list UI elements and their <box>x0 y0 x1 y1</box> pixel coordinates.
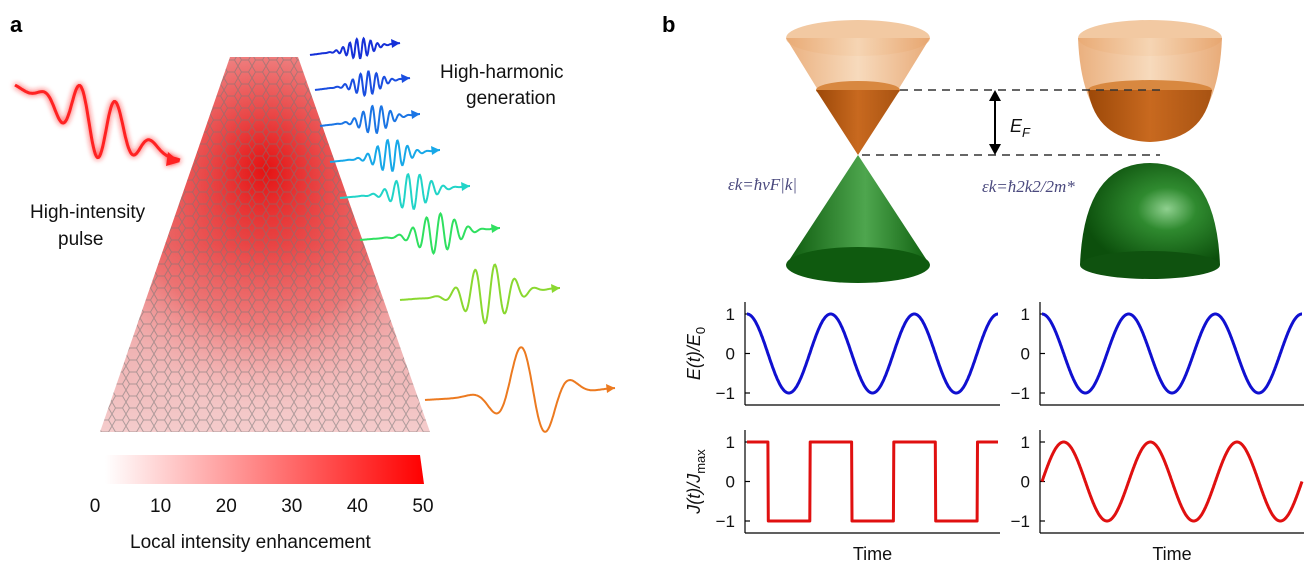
parabolic-dispersion-formula: εk=ħ2k2/2m* <box>982 177 1075 196</box>
harmonic-arrowhead <box>391 39 400 48</box>
harmonic-pulse <box>329 138 440 172</box>
pulse-label-line1: High-intensity <box>30 202 146 223</box>
parabolic-band-lower <box>1080 163 1220 279</box>
y-tick-label: 1 <box>1021 433 1030 452</box>
series-line <box>745 312 1000 395</box>
hhg-label-line1: High-harmonic <box>440 62 564 83</box>
panel-a-label: a <box>10 12 23 37</box>
colorbar-tick-label: 20 <box>216 496 237 517</box>
colorbar-ticks: 0 10 20 30 40 50 <box>90 496 434 517</box>
series-line <box>1040 440 1304 523</box>
colorbar-label: Local intensity enhancement <box>130 532 372 553</box>
harmonic-arrowhead <box>551 284 560 293</box>
harmonic-arrowhead <box>411 110 420 119</box>
parabolic-band-upper <box>1078 20 1222 142</box>
y-tick-label: 0 <box>726 473 735 492</box>
pulse-label-line2: pulse <box>58 229 103 250</box>
y-tick-label: 1 <box>726 433 735 452</box>
fermi-lines <box>862 89 1160 156</box>
x-axis-label: Time <box>853 544 892 564</box>
pulse-waveform <box>14 83 181 166</box>
y-tick-label: −1 <box>1011 384 1030 403</box>
y-tick-label: −1 <box>1011 512 1030 531</box>
harmonic-arrowhead <box>401 74 410 83</box>
fermi-energy-label: EF <box>1010 116 1031 140</box>
series-line <box>745 440 1000 523</box>
harmonic-pulse <box>424 346 616 433</box>
harmonic-pulse <box>309 36 401 60</box>
colorbar-tick-label: 10 <box>150 496 171 517</box>
x-axis-label: Time <box>1152 544 1191 564</box>
field-current-plots: 1 0 −1 E(t)/E0 1 0 −1 1 0 −1 Time J(t)/Jmax 1 0 −1 Time <box>684 302 1304 564</box>
y-tick-label: −1 <box>716 384 735 403</box>
dirac-cone-upper <box>786 20 930 155</box>
colorbar-tick-label: 30 <box>281 496 302 517</box>
harmonic-arrowhead <box>491 224 500 233</box>
dirac-dispersion-formula: εk=ħvF|k| <box>728 175 797 194</box>
y-tick-label: −1 <box>716 512 735 531</box>
y-tick-label: 0 <box>1021 345 1030 364</box>
y-tick-label: 0 <box>1021 473 1030 492</box>
harmonic-pulse <box>359 211 500 255</box>
harmonic-arrowhead <box>461 182 470 191</box>
colorbar-tick-label: 0 <box>90 496 101 517</box>
harmonic-pulse <box>399 263 560 325</box>
colorbar-tick-label: 50 <box>412 496 433 517</box>
dirac-cone-lower <box>786 155 930 283</box>
pulse-arrowhead <box>166 152 180 166</box>
harmonic-pulse <box>319 104 420 135</box>
y-axis-label: J(t)/Jmax <box>684 449 708 515</box>
harmonic-arrowhead <box>431 146 440 155</box>
colorbar-tick-label: 40 <box>347 496 368 517</box>
colorbar <box>105 455 424 484</box>
harmonic-arrowhead <box>606 384 615 393</box>
panel-b-label: b <box>662 12 675 37</box>
y-tick-label: 1 <box>1021 305 1030 324</box>
hhg-label-line2: generation <box>466 88 556 109</box>
y-tick-label: 1 <box>726 305 735 324</box>
harmonic-pulse <box>339 172 470 210</box>
harmonic-pulses <box>309 36 616 433</box>
series-line <box>1040 312 1304 395</box>
harmonic-pulse <box>314 70 411 98</box>
graphene-trapezoid <box>100 57 430 432</box>
y-tick-label: 0 <box>726 345 735 364</box>
y-axis-label: E(t)/E0 <box>684 327 708 380</box>
